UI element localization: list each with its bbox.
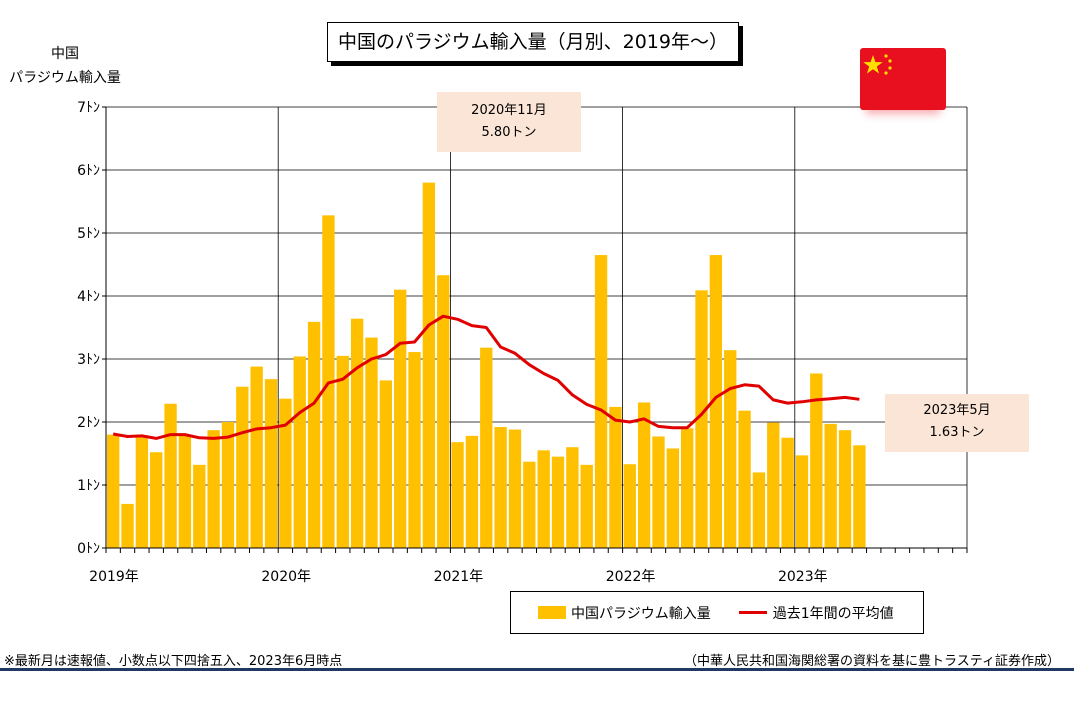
bar bbox=[681, 428, 694, 548]
bar bbox=[666, 448, 679, 548]
y-axis-title: 中国 パラジウム輸入量 bbox=[6, 42, 124, 90]
legend-bar-swatch bbox=[538, 606, 566, 619]
bar bbox=[107, 434, 120, 548]
legend-line-swatch bbox=[738, 611, 767, 614]
bar bbox=[752, 472, 766, 548]
y-axis-title-line2: パラジウム輸入量 bbox=[9, 70, 121, 86]
source-note: （中華人民共和国海関総署の資料を基に豊トラスティ証券作成） bbox=[684, 654, 1060, 669]
chart-title: 中国のパラジウム輸入量（月別、2019年～） bbox=[327, 22, 739, 62]
bar bbox=[781, 437, 794, 548]
bar bbox=[480, 347, 493, 548]
bar bbox=[379, 380, 392, 548]
bar bbox=[508, 429, 522, 548]
bar bbox=[637, 402, 651, 548]
y-tick-label: 6ﾄﾝ bbox=[77, 163, 100, 179]
bar bbox=[609, 406, 622, 548]
footnote: ※最新月は速報値、小数点以下四捨五入、2023年6月時点 bbox=[4, 654, 343, 669]
legend-item-average: 過去1年間の平均値 bbox=[711, 603, 894, 623]
china-flag-icon bbox=[860, 48, 946, 110]
bar bbox=[580, 464, 593, 548]
bar bbox=[365, 337, 378, 548]
bar bbox=[293, 356, 306, 548]
bar bbox=[150, 452, 163, 548]
bar bbox=[207, 430, 220, 548]
bar bbox=[178, 434, 192, 548]
bar bbox=[135, 435, 149, 548]
callout-latest-date: 2023年5月 bbox=[923, 403, 991, 418]
bar bbox=[709, 255, 723, 549]
bar bbox=[566, 447, 579, 548]
bottom-divider bbox=[0, 668, 1074, 671]
bar bbox=[724, 350, 737, 548]
callout-latest: 2023年5月 1.63トン bbox=[885, 394, 1029, 452]
chart-legend: 中国パラジウム輸入量 過去1年間の平均値 bbox=[510, 591, 924, 634]
y-tick-label: 2ﾄﾝ bbox=[77, 415, 100, 431]
bar bbox=[551, 456, 565, 548]
bar bbox=[279, 398, 292, 548]
average-line bbox=[112, 314, 860, 440]
bar bbox=[810, 373, 823, 548]
y-tick-label: 0ﾄﾝ bbox=[77, 541, 100, 557]
bar bbox=[523, 461, 536, 548]
bar bbox=[695, 290, 708, 548]
bar bbox=[422, 182, 436, 548]
bar bbox=[437, 275, 450, 548]
bar bbox=[250, 366, 263, 548]
bar bbox=[336, 355, 349, 548]
bar bbox=[767, 422, 780, 548]
bar bbox=[537, 450, 550, 548]
callout-latest-value: 1.63トン bbox=[929, 425, 985, 440]
bar bbox=[652, 436, 665, 548]
x-tick-label: 2021年 bbox=[434, 569, 484, 585]
y-axis-title-line1: 中国 bbox=[51, 46, 79, 62]
plot-area bbox=[106, 107, 967, 548]
bar bbox=[824, 423, 837, 548]
bar bbox=[121, 503, 134, 548]
bar bbox=[465, 435, 479, 548]
bar bbox=[853, 445, 866, 548]
callout-peak-value: 5.80トン bbox=[481, 125, 537, 140]
bar bbox=[738, 410, 751, 548]
x-tick-label: 2020年 bbox=[261, 569, 311, 585]
bar bbox=[494, 427, 507, 548]
bar bbox=[164, 403, 177, 548]
x-tick-label: 2023年 bbox=[778, 569, 828, 585]
bar bbox=[451, 442, 464, 548]
bar bbox=[221, 422, 235, 548]
bar bbox=[394, 289, 407, 548]
bar bbox=[307, 321, 321, 548]
bar bbox=[795, 455, 809, 548]
callout-peak-date: 2020年11月 bbox=[471, 103, 547, 118]
bar bbox=[838, 430, 852, 548]
y-tick-label: 3ﾄﾝ bbox=[77, 352, 100, 368]
callout-peak: 2020年11月 5.80トン bbox=[437, 92, 581, 152]
bar bbox=[623, 464, 636, 548]
y-tick-label: 4ﾄﾝ bbox=[77, 289, 100, 305]
legend-label-imports: 中国パラジウム輸入量 bbox=[571, 605, 711, 622]
bar bbox=[350, 318, 364, 548]
x-tick-label: 2022年 bbox=[606, 569, 656, 585]
y-tick-label: 1ﾄﾝ bbox=[77, 478, 100, 494]
bar bbox=[264, 379, 278, 548]
legend-label-average: 過去1年間の平均値 bbox=[772, 605, 894, 622]
y-tick-label: 5ﾄﾝ bbox=[77, 226, 100, 242]
bar bbox=[408, 352, 421, 548]
y-tick-label: 7ﾄﾝ bbox=[77, 100, 100, 116]
legend-item-imports: 中国パラジウム輸入量 bbox=[511, 603, 711, 623]
bar bbox=[193, 464, 206, 548]
bar bbox=[594, 255, 608, 549]
bar bbox=[236, 386, 249, 548]
x-tick-label: 2019年 bbox=[89, 569, 139, 585]
